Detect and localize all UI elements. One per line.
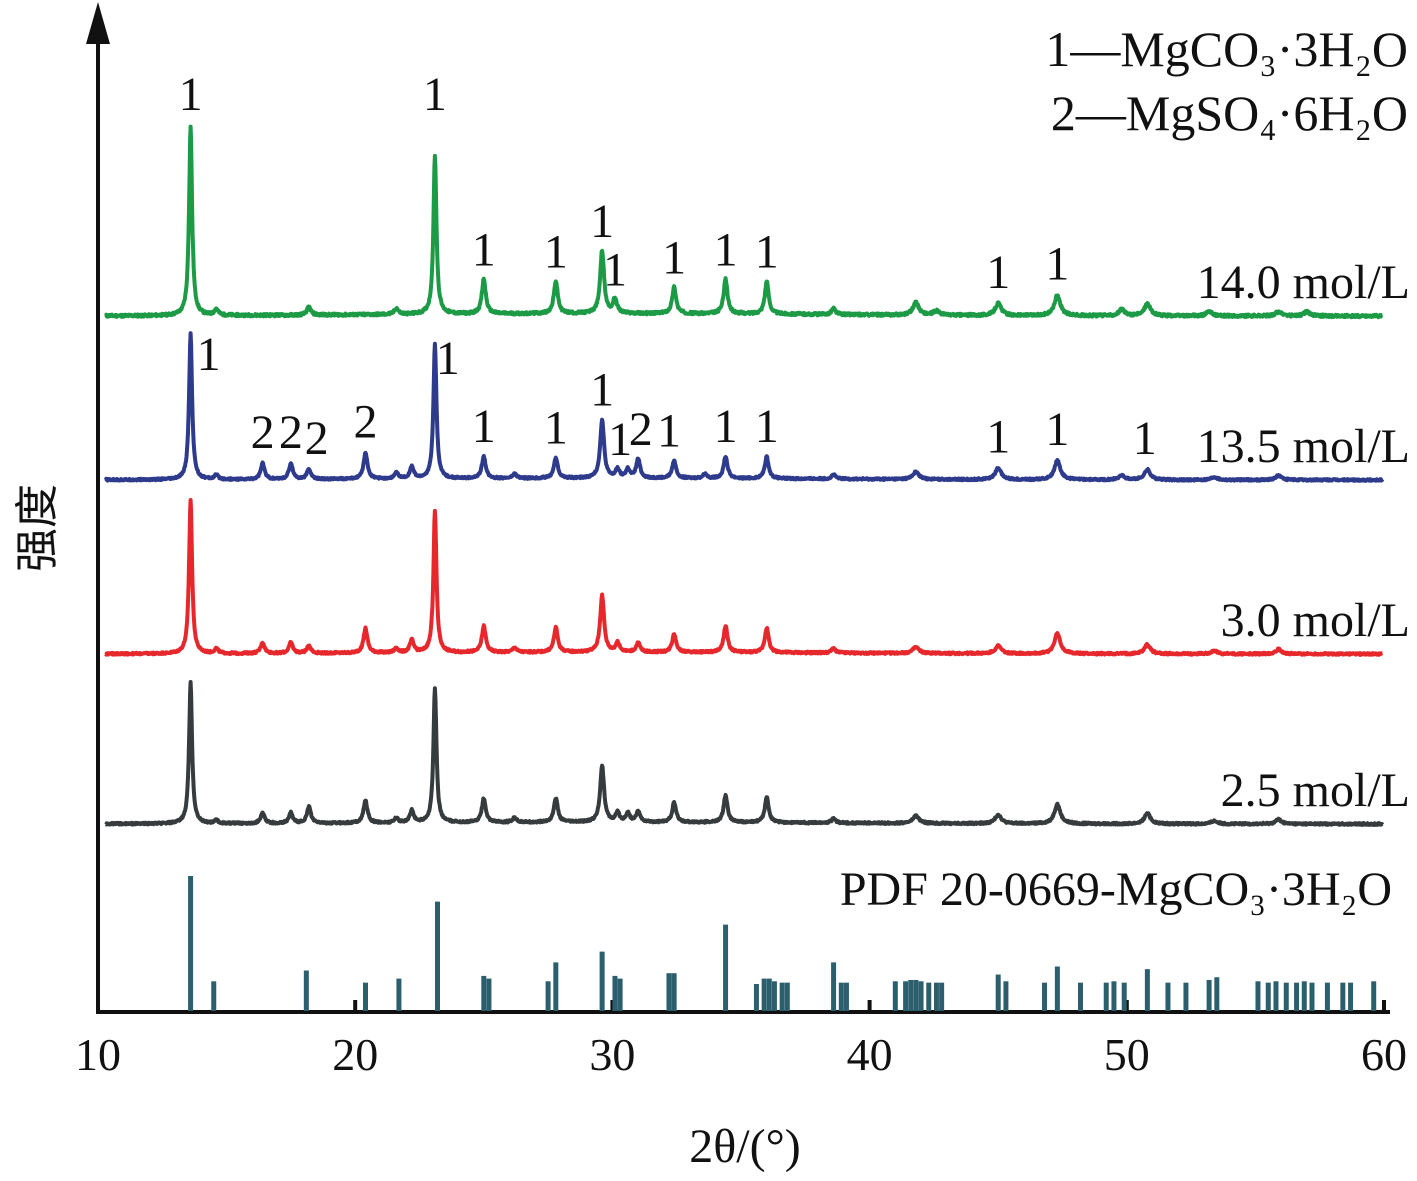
series-label-2: 13.5 mol/L <box>1197 420 1410 473</box>
peak-label: 1 <box>608 413 632 466</box>
peak-label: 1 <box>590 364 614 417</box>
peak-label: 1 <box>544 225 568 278</box>
x-tick-label-40: 40 <box>847 1029 893 1080</box>
peak-label: 1 <box>472 400 496 453</box>
x-axis-title: 2θ/(°) <box>689 1120 801 1173</box>
series-line-3 <box>104 498 1384 657</box>
x-tick-label-60: 60 <box>1361 1029 1407 1080</box>
peak-label: 1 <box>662 231 686 284</box>
series-line-1 <box>104 124 1384 320</box>
y-axis-arrow <box>86 2 110 44</box>
peak-label: 2 <box>279 406 303 459</box>
series-label-3: 3.0 mol/L <box>1221 594 1410 647</box>
series-label-1: 14.0 mol/L <box>1197 256 1410 309</box>
peak-label: 1 <box>544 402 568 455</box>
peak-label: 1 <box>1045 403 1069 456</box>
peak-label: 1 <box>1133 412 1157 465</box>
legend-entry-2: 2—MgSO₄·6H₂O <box>1051 85 1408 141</box>
series-line-4 <box>104 680 1385 827</box>
peak-label: 1 <box>657 404 681 457</box>
reference-label: PDF 20-0669-MgCO₃·3H₂O <box>840 863 1392 916</box>
series-label-4: 2.5 mol/L <box>1221 764 1410 817</box>
peak-label: 1 <box>986 410 1010 463</box>
peak-label: 1 <box>179 68 203 121</box>
legend: 1—MgCO₃·3H₂O 2—MgSO₄·6H₂O <box>1045 21 1408 141</box>
peak-label: 1 <box>1045 238 1069 291</box>
peak-label: 1 <box>197 328 221 381</box>
peak-label: 1 <box>423 68 447 121</box>
series-labels: 14.0 mol/L 13.5 mol/L 3.0 mol/L 2.5 mol/L <box>1197 256 1410 817</box>
peak-label: 1 <box>755 400 779 453</box>
peak-label: 1 <box>436 332 460 385</box>
x-tick-label-10: 10 <box>75 1029 121 1080</box>
peak-label: 2 <box>305 412 329 465</box>
peak-label: 2 <box>251 406 275 459</box>
x-tick-label-30: 30 <box>589 1029 635 1080</box>
peak-label: 2 <box>353 396 377 449</box>
peak-label: 1 <box>472 223 496 276</box>
peak-label: 1 <box>590 195 614 248</box>
x-tick-label-20: 20 <box>332 1029 378 1080</box>
x-tick-label-50: 50 <box>1104 1029 1150 1080</box>
peak-label: 1 <box>714 400 738 453</box>
series-line-2 <box>103 331 1385 483</box>
peak-label: 1 <box>603 244 627 297</box>
peak-label: 1 <box>755 225 779 278</box>
x-ticks <box>96 1000 1386 1012</box>
peak-label: 2 <box>629 403 653 456</box>
legend-entry-1: 1—MgCO₃·3H₂O <box>1045 21 1408 77</box>
reference-pattern <box>188 876 1377 1011</box>
y-axis-title: 强度 <box>12 484 63 572</box>
x-tick-labels: 10 20 30 40 50 60 <box>75 1029 1407 1080</box>
series-group <box>103 124 1385 827</box>
peak-label: 1 <box>986 246 1010 299</box>
peak-label: 1 <box>714 223 738 276</box>
